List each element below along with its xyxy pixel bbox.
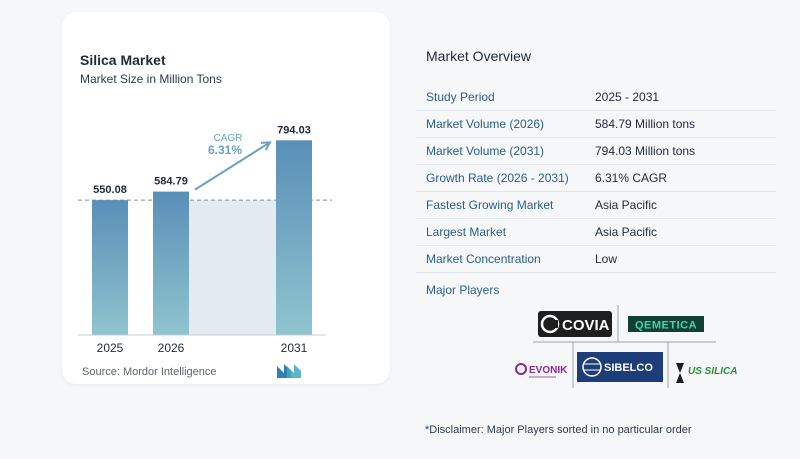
bar-2031	[276, 140, 312, 335]
major-players-title: Major Players	[426, 283, 500, 297]
cagr-value: 6.31%	[208, 143, 242, 157]
qemetica-logo: QEMETICA	[628, 316, 704, 332]
row-label: Market Volume (2026)	[426, 117, 545, 131]
row-label: Study Period	[426, 90, 495, 104]
bar-2025	[92, 200, 128, 335]
row-label: Growth Rate (2026 - 2031)	[426, 171, 569, 185]
row-label: Market Volume (2031)	[426, 144, 545, 158]
x-tick-2025: 2025	[97, 341, 124, 355]
us-silica-text: US SILICA	[688, 366, 737, 377]
row-value: Low	[595, 252, 618, 266]
evonik-text: EVONIK	[529, 365, 568, 376]
cagr-arrow-line	[194, 141, 271, 191]
overview-row: Largest Market Asia Pacific	[416, 218, 776, 245]
row-value: 584.79 Million tons	[595, 117, 696, 131]
overview-row: Growth Rate (2026 - 2031) 6.31% CAGR	[416, 164, 776, 191]
evonik-logo: EVONIK	[515, 363, 568, 378]
overview-row: Market Volume (2026) 584.79 Million tons	[416, 110, 776, 137]
us-silica-logo: US SILICA	[676, 363, 737, 383]
source-text: Source: Mordor Intelligence	[82, 366, 217, 378]
mordor-logo-icon	[277, 364, 301, 378]
sibelco-logo: SIBELCO	[577, 352, 663, 382]
disclaimer-text: *Disclaimer: Major Players sorted in no …	[425, 424, 692, 436]
row-label: Market Concentration	[426, 252, 541, 266]
bar-2026	[153, 191, 189, 335]
growth-band	[189, 200, 276, 335]
x-tick-2026: 2026	[158, 341, 185, 355]
value-label-2031: 794.03	[277, 124, 311, 136]
overview-table: Study Period 2025 - 2031 Market Volume (2…	[416, 84, 776, 273]
overview-title: Market Overview	[426, 48, 532, 64]
value-label-2026: 584.79	[154, 176, 188, 188]
cagr-label: CAGR	[214, 133, 243, 144]
major-players-logos: COVIA QEMETICA EVONIK SIBELCO US SILICA	[515, 305, 737, 388]
qemetica-text: QEMETICA	[635, 320, 697, 332]
covia-logo: COVIA	[538, 311, 612, 337]
overview-row: Market Concentration Low	[416, 245, 776, 273]
overview-row: Study Period 2025 - 2031	[416, 84, 776, 110]
row-value: Asia Pacific	[595, 225, 658, 239]
cagr-arrow-head	[260, 141, 272, 151]
x-tick-2031: 2031	[281, 341, 308, 355]
overview-row: Market Volume (2031) 794.03 Million tons	[416, 137, 776, 164]
covia-text: COVIA	[562, 317, 610, 334]
sibelco-text: SIBELCO	[604, 362, 653, 374]
row-label: Largest Market	[426, 225, 507, 239]
chart-card: 550.08 2025 584.79 2026 794.03 2031 CAGR 6.31%	[62, 12, 390, 384]
row-value: 6.31% CAGR	[595, 171, 668, 185]
chart-subtitle: Market Size in Million Tons	[80, 72, 222, 86]
row-label: Fastest Growing Market	[426, 198, 554, 212]
value-label-2025: 550.08	[93, 184, 127, 196]
row-value: Asia Pacific	[595, 198, 658, 212]
chart-title: Silica Market	[80, 52, 166, 68]
overview-row: Fastest Growing Market Asia Pacific	[416, 191, 776, 218]
row-value: 2025 - 2031	[595, 90, 660, 104]
row-value: 794.03 Million tons	[595, 144, 696, 158]
